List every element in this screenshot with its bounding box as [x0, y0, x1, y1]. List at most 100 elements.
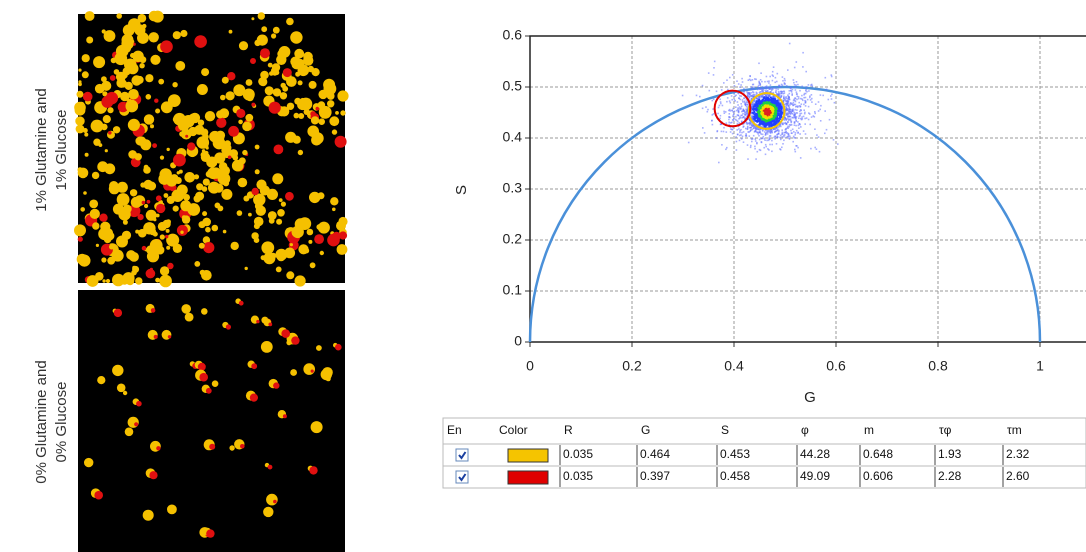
cell-region — [308, 239, 313, 244]
phasor-point — [747, 92, 750, 94]
cell-region — [92, 222, 100, 230]
phasor-point — [790, 111, 792, 114]
enable-checkbox[interactable] — [455, 470, 469, 484]
phasor-point — [759, 149, 762, 152]
phasor-point — [785, 103, 788, 105]
phasor-point — [776, 98, 779, 100]
phasor-point — [788, 116, 791, 118]
phasor-point — [751, 128, 753, 131]
phasor-point — [748, 131, 750, 133]
phasor-point — [817, 136, 820, 138]
phasor-point — [782, 80, 784, 82]
phasor-point — [756, 88, 759, 91]
enable-checkbox[interactable] — [455, 448, 469, 462]
phasor-point — [748, 93, 751, 96]
phasor-point — [750, 114, 752, 116]
cell-region — [101, 257, 107, 263]
phasor-point — [762, 94, 764, 97]
cell-region — [90, 119, 104, 133]
cell-region — [266, 493, 278, 506]
phasor-point — [723, 82, 725, 84]
phasor-point — [778, 107, 780, 109]
cell-region — [160, 101, 173, 114]
table-cell: 2.60 — [1006, 469, 1030, 483]
phasor-point — [748, 96, 751, 98]
phasor-point — [744, 118, 746, 120]
phasor-point — [807, 118, 810, 121]
cell-region — [149, 228, 157, 236]
cell-region — [124, 427, 134, 437]
phasor-point — [745, 133, 747, 135]
phasor-point — [765, 124, 767, 126]
phasor-point — [768, 124, 770, 127]
phasor-point — [788, 137, 790, 139]
cell-region — [273, 382, 280, 389]
phasor-point — [788, 106, 791, 108]
cell-region — [198, 242, 205, 249]
phasor-point — [725, 131, 728, 133]
phasor-point — [759, 100, 761, 102]
phasor-point — [772, 123, 775, 125]
phasor-point — [755, 158, 757, 160]
cell-region — [272, 88, 282, 97]
phasor-point — [769, 121, 772, 123]
cell-region — [197, 362, 206, 371]
phasor-point — [744, 111, 746, 114]
cell-region — [202, 236, 211, 244]
phasor-point — [799, 133, 801, 135]
cell-region — [155, 195, 162, 202]
cell-region — [198, 221, 206, 229]
phasor-point — [754, 145, 756, 148]
cell-region — [318, 118, 326, 125]
cell-region — [229, 445, 235, 451]
phasor-point — [772, 88, 774, 90]
table-cell: 0.035 — [563, 469, 593, 483]
cell-region — [335, 343, 342, 351]
cell-region — [80, 207, 85, 212]
cell-region — [251, 187, 259, 196]
phasor-point — [772, 110, 774, 113]
phasor-point — [781, 111, 784, 114]
phasor-point — [746, 93, 749, 96]
phasor-point — [763, 108, 766, 110]
cell-region — [294, 48, 305, 59]
phasor-point — [790, 132, 793, 134]
phasor-point — [789, 118, 792, 120]
cell-region — [184, 312, 194, 322]
phasor-point — [771, 143, 773, 146]
cell-region — [125, 276, 135, 286]
phasor-point — [767, 119, 769, 122]
phasor-point — [756, 142, 758, 145]
cell-region — [251, 363, 258, 370]
color-swatch[interactable] — [507, 448, 549, 463]
phasor-point — [760, 123, 763, 125]
phasor-point — [745, 106, 748, 108]
phasor-point — [762, 121, 764, 123]
phasor-point — [794, 108, 796, 111]
phasor-point — [761, 102, 763, 104]
phasor-point — [767, 112, 770, 115]
phasor-point — [749, 126, 751, 129]
phasor-point — [772, 98, 775, 100]
phasor-point — [807, 105, 810, 108]
phasor-point — [751, 125, 753, 128]
phasor-point — [740, 107, 742, 109]
cell-region — [228, 29, 233, 34]
phasor-point — [775, 87, 778, 90]
micrograph — [78, 290, 345, 552]
phasor-point — [737, 107, 739, 109]
cell-region — [316, 224, 323, 230]
color-swatch[interactable] — [507, 470, 549, 485]
phasor-point — [755, 91, 758, 94]
phasor-point — [753, 117, 755, 120]
cell-region — [254, 39, 261, 47]
phasor-point — [746, 114, 749, 116]
phasor-point — [776, 121, 779, 123]
phasor-point — [799, 110, 801, 113]
cell-region — [253, 193, 266, 206]
phasor-point — [747, 79, 750, 81]
phasor-point — [754, 129, 757, 132]
cell-region — [290, 31, 303, 44]
phasor-point — [774, 115, 777, 117]
phasor-point — [720, 123, 722, 125]
